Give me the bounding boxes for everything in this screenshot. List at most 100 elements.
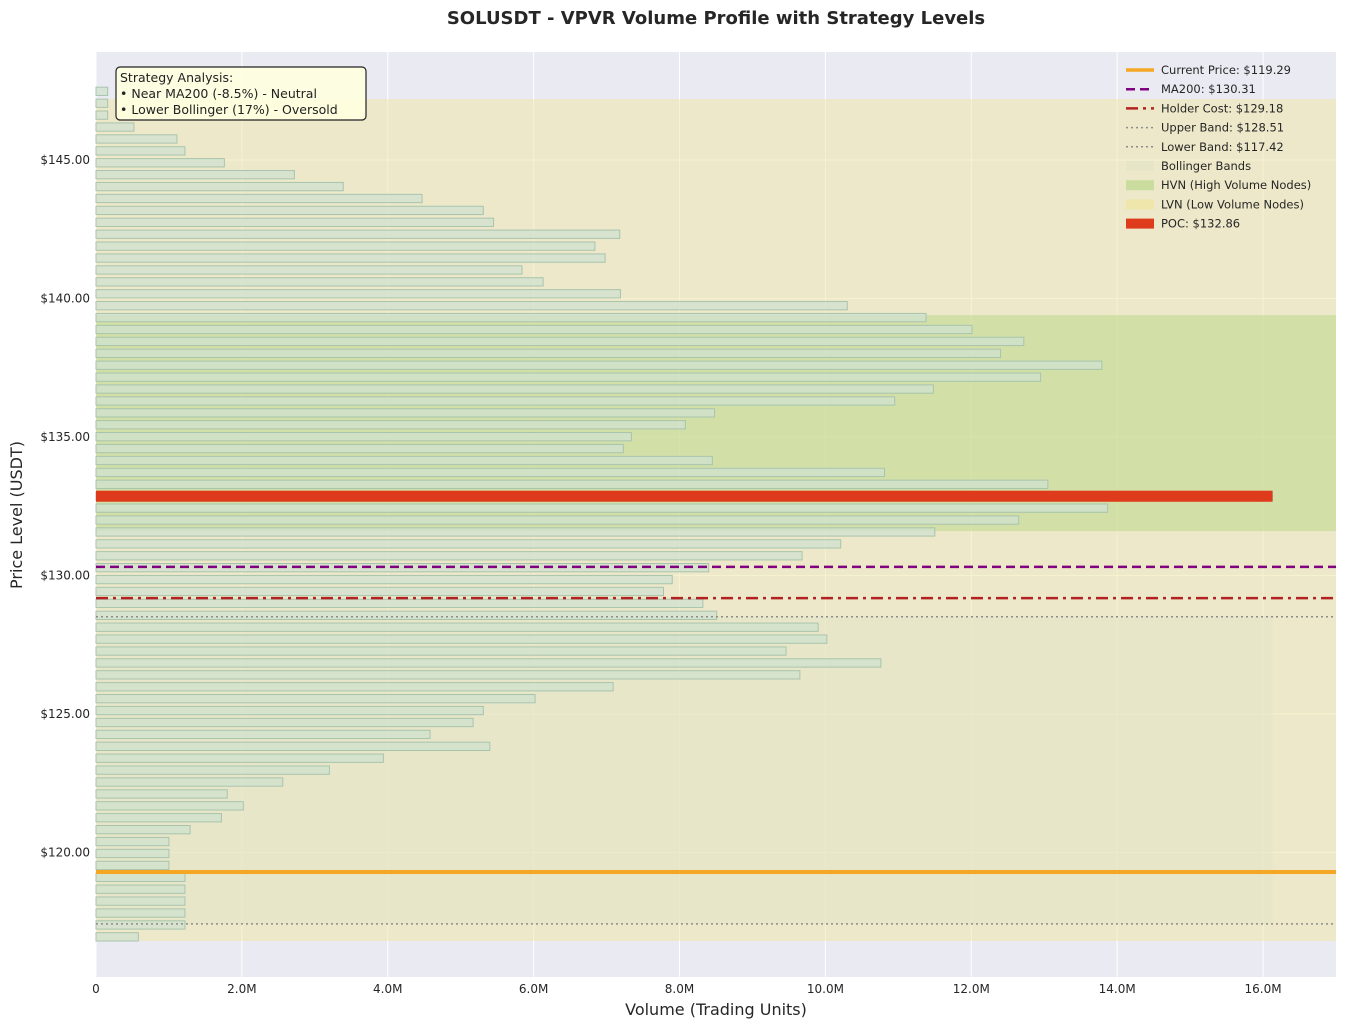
y-tick-label-0: $120.00	[40, 845, 90, 859]
volume-bar-71	[95, 86, 109, 96]
chart-title: SOLUSDT - VPVR Volume Profile with Strat…	[447, 8, 985, 29]
volume-bar-65	[95, 158, 225, 168]
volume-bar-35	[95, 515, 1020, 525]
volume-bar-63	[95, 181, 344, 192]
x-tick-label-4: 8.0M	[665, 982, 694, 996]
volume-bar-15	[95, 753, 384, 763]
legend-label-8: POC: $132.86	[1161, 217, 1240, 231]
volume-bar-33	[95, 539, 842, 549]
volume-bar-68	[95, 122, 135, 132]
volume-bar-42	[95, 432, 632, 442]
x-tick-label-6: 12.0M	[953, 982, 990, 996]
legend-label-4: Lower Band: $117.42	[1161, 140, 1284, 154]
volume-bar-48	[95, 360, 1103, 370]
volume-bar-10	[95, 813, 222, 823]
volume-bar-14	[95, 765, 330, 775]
volume-bar-43	[95, 420, 686, 430]
volume-bar-28	[95, 598, 704, 609]
legend-patch-5	[1126, 161, 1154, 171]
volume-bar-16	[95, 741, 491, 751]
volume-bar-45	[95, 396, 896, 406]
legend-patch-8	[1126, 218, 1154, 229]
volume-bar-26	[95, 622, 819, 632]
volume-bar-30	[95, 574, 673, 585]
volume-bar-44	[95, 408, 716, 418]
volume-bar-3	[95, 896, 186, 906]
volume-bar-17	[95, 729, 431, 740]
volume-bar-0	[95, 932, 139, 942]
volume-bar-47	[95, 372, 1042, 382]
legend-patch-7	[1126, 199, 1154, 210]
volume-bar-32	[95, 551, 803, 561]
volume-bar-12	[95, 789, 228, 799]
volume-bar-39	[95, 467, 885, 478]
legend-label-1: MA200: $130.31	[1161, 82, 1256, 96]
axes: 0 2.0M 4.0M 6.0M 8.0M 10.0M 12.0M 14.0M 16.0M $12…	[40, 153, 1281, 996]
y-tick-label-1: $125.00	[40, 707, 90, 721]
volume-bar-4	[95, 884, 186, 894]
volume-bar-38	[95, 479, 1049, 489]
x-tick-label-8: 16.0M	[1245, 982, 1282, 996]
volume-bar-34	[95, 527, 936, 537]
x-tick-label-3: 6.0M	[519, 982, 548, 996]
volume-bar-70	[95, 98, 109, 108]
volume-bar-55	[95, 277, 544, 287]
volume-bar-41	[95, 443, 624, 454]
legend-label-0: Current Price: $119.29	[1161, 63, 1291, 77]
volume-bar-1	[95, 920, 186, 930]
volume-bar-11	[95, 801, 244, 811]
legend-label-2: Holder Cost: $129.18	[1161, 101, 1283, 115]
volume-bars	[95, 86, 1274, 942]
volume-bar-50	[95, 336, 1025, 347]
y-axis-label: Price Level (USDT)	[7, 441, 26, 589]
volume-bar-56	[95, 265, 523, 275]
volume-bar-27	[95, 610, 718, 620]
legend: Current Price: $119.29 MA200: $130.31 Hold…	[1126, 63, 1311, 231]
volume-bar-8	[95, 836, 170, 847]
x-tick-label-7: 14.0M	[1099, 982, 1136, 996]
volume-bar-29	[95, 586, 664, 597]
volume-bar-19	[95, 705, 484, 716]
volume-bar-46	[95, 384, 934, 394]
legend-label-7: LVN (Low Volume Nodes)	[1161, 197, 1304, 211]
volume-bar-62	[95, 193, 423, 204]
volume-bar-53	[95, 301, 848, 311]
volume-bar-66	[95, 146, 186, 156]
annotation-box	[115, 66, 367, 121]
volume-bar-18	[95, 717, 474, 728]
volume-bar-49	[95, 348, 1001, 358]
volume-bar-25	[95, 634, 828, 644]
y-tick-label-2: $130.00	[40, 568, 90, 582]
legend-patch-6	[1126, 180, 1154, 191]
x-tick-label-5: 10.0M	[807, 982, 844, 996]
volume-bar-9	[95, 825, 191, 835]
strategy-analysis-box: Strategy Analysis:• Near MA200 (-8.5%) -…	[115, 66, 367, 121]
volume-bar-67	[95, 134, 178, 144]
legend-label-6: HVN (High Volume Nodes)	[1161, 178, 1311, 192]
volume-bar-23	[95, 658, 882, 668]
legend-label-3: Upper Band: $128.51	[1161, 121, 1284, 135]
x-tick-label-1: 2.0M	[227, 982, 256, 996]
volume-bar-61	[95, 205, 484, 216]
poc-bar	[96, 490, 1273, 502]
volume-bar-21	[95, 682, 614, 692]
volume-bar-57	[95, 253, 606, 263]
volume-bar-59	[95, 229, 621, 239]
volume-bar-20	[95, 694, 536, 704]
volume-bar-6	[95, 860, 170, 871]
volume-bar-52	[95, 312, 927, 323]
volume-bar-36	[95, 503, 1109, 513]
y-tick-label-5: $145.00	[40, 153, 90, 167]
strategy-levels	[96, 565, 1336, 925]
x-tick-label-0: 0	[92, 982, 100, 996]
volume-bar-5	[95, 872, 186, 882]
volume-bar-7	[95, 848, 170, 859]
volume-bar-51	[95, 324, 973, 335]
volume-bar-24	[95, 646, 787, 656]
volume-bar-40	[95, 455, 713, 466]
volume-bar-22	[95, 670, 801, 680]
volume-bar-54	[95, 289, 621, 299]
legend-label-5: Bollinger Bands	[1161, 159, 1251, 173]
